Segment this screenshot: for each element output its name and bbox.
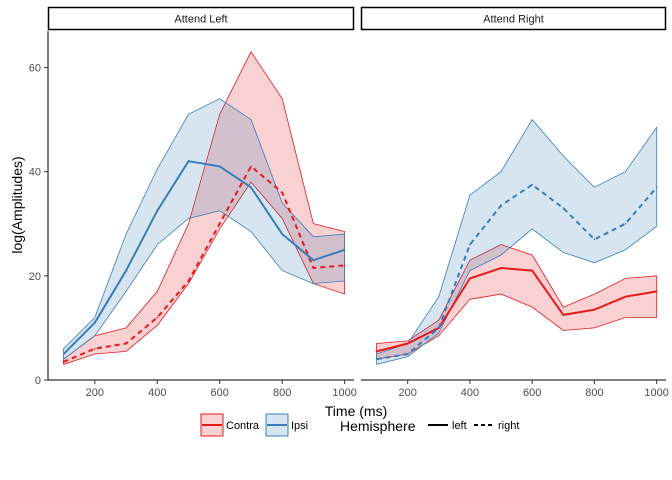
- y-tick-label: 40: [29, 167, 41, 179]
- data-point-ipsi: [562, 207, 565, 209]
- data-point-ipsi: [156, 209, 159, 212]
- data-point-contra: [406, 342, 409, 345]
- data-point-ipsi: [593, 238, 596, 241]
- ribbon-ipsi: [376, 118, 658, 365]
- legend-title-hemisphere: Hemisphere: [340, 418, 416, 434]
- data-point-contra: [531, 269, 533, 272]
- panel-strip: [360, 6, 667, 31]
- data-point-ipsi: [62, 353, 65, 355]
- series-line-ipsi: [62, 160, 345, 355]
- ribbon-contra: [63, 51, 345, 365]
- panel-strip: [47, 6, 355, 31]
- ribbon-contra: [376, 244, 658, 360]
- y-axis-title: log(Amplitudes): [9, 156, 25, 253]
- data-point-ipsi: [187, 160, 190, 163]
- series-line-contra: [63, 164, 345, 363]
- data-point-contra: [62, 360, 65, 363]
- x-tick-label: 400: [148, 387, 166, 399]
- data-point-contra: [500, 267, 502, 269]
- data-point-ipsi: [375, 358, 378, 360]
- data-point-contra: [250, 165, 252, 168]
- x-tick-label: 200: [86, 387, 104, 399]
- x-tick-label: 800: [273, 387, 291, 399]
- data-point-contra: [94, 347, 96, 350]
- data-point-contra: [655, 290, 658, 293]
- series-line-contra: [376, 266, 657, 353]
- x-tick-label: 1000: [644, 387, 668, 399]
- data-point-contra: [375, 350, 378, 353]
- data-point-contra: [187, 280, 190, 282]
- data-point-contra: [312, 267, 315, 269]
- data-point-contra: [562, 314, 565, 316]
- data-point-ipsi: [218, 165, 221, 168]
- series-line-ipsi: [376, 183, 658, 361]
- x-tick-label: 600: [523, 387, 541, 399]
- data-point-contra: [624, 295, 627, 298]
- data-point-ipsi: [655, 186, 658, 189]
- legend-label-left: left: [452, 420, 467, 432]
- x-axis-title: Time (ms): [325, 403, 387, 419]
- data-point-contra: [281, 191, 283, 194]
- panel-strip-title: Attend Left: [174, 14, 227, 26]
- legend-label-right: right: [498, 420, 519, 432]
- data-point-ipsi: [500, 204, 502, 207]
- data-point-ipsi: [94, 321, 96, 324]
- data-point-contra: [218, 222, 221, 225]
- ribbon-ipsi: [63, 98, 345, 361]
- data-point-contra: [469, 277, 471, 280]
- y-tick-label: 0: [35, 375, 41, 387]
- data-point-ipsi: [406, 353, 409, 355]
- legend: Contra Ipsi Hemisphere left right: [200, 413, 519, 437]
- legend-label-contra: Contra: [226, 420, 260, 432]
- data-point-ipsi: [343, 248, 346, 251]
- data-point-ipsi: [438, 327, 440, 329]
- panel-1: Attend Left 0 20 40 60 200 400 600 800 1000: [29, 6, 357, 399]
- data-point-ipsi: [469, 243, 471, 246]
- x-tick-label: 800: [585, 387, 603, 399]
- data-point-contra: [593, 308, 596, 311]
- x-tick-label: 600: [211, 387, 229, 399]
- x-tick-label: 200: [399, 387, 417, 399]
- x-tick-label: 1000: [332, 387, 356, 399]
- panel-2: Attend Right 200 400 600 800 1000: [360, 6, 669, 399]
- data-point-ipsi: [125, 269, 127, 272]
- data-point-ipsi: [312, 259, 315, 261]
- data-point-ipsi: [250, 186, 252, 189]
- data-point-contra: [343, 264, 346, 267]
- data-point-ipsi: [624, 222, 627, 225]
- data-point-ipsi: [531, 183, 533, 186]
- legend-label-ipsi: Ipsi: [291, 420, 308, 432]
- data-point-ipsi: [281, 233, 283, 235]
- panel-strip-title: Attend Right: [483, 14, 544, 26]
- y-tick-label: 60: [29, 62, 41, 74]
- x-tick-label: 400: [461, 387, 479, 399]
- y-tick-label: 20: [29, 271, 41, 283]
- data-point-contra: [125, 342, 127, 345]
- data-point-contra: [156, 316, 159, 319]
